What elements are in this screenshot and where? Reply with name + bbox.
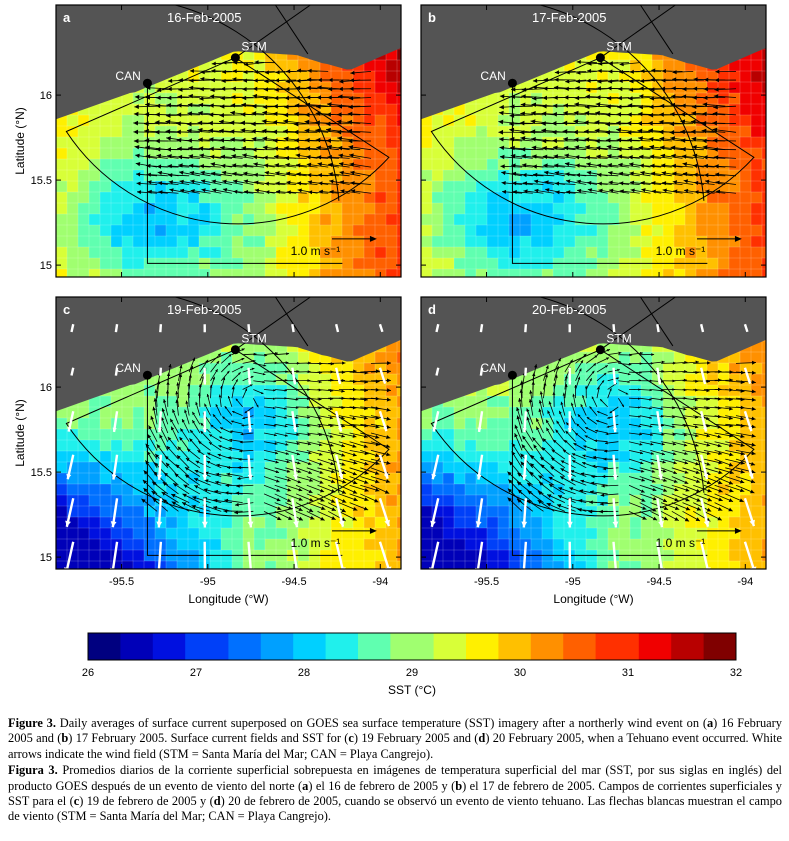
scale-label: 1.0 m s⁻¹	[291, 536, 341, 550]
colorbar-tick-label: 30	[514, 667, 526, 679]
y-tick-label: 15.5	[31, 175, 52, 187]
colorbar-tick-label: 26	[82, 667, 94, 679]
scale-arrow	[734, 527, 742, 534]
x-tick-label: -95.5	[109, 576, 134, 588]
scale-label: 1.0 m s⁻¹	[656, 536, 706, 550]
y-tick-label: 15	[40, 552, 52, 564]
land-mask	[56, 297, 401, 412]
station-stm-marker	[595, 345, 605, 355]
figure-caption: Figure 3. Daily averages of surface curr…	[8, 716, 782, 826]
panel-d: CAN STM 1.0 m s⁻¹ d 20-Feb-2005 -95.5 -95 -94.5…	[420, 296, 767, 606]
y-tick-label: 16	[40, 90, 52, 102]
x-tick-label: -95	[565, 576, 581, 588]
x-tick-label: -94	[737, 576, 753, 588]
colorbar-tick-label: 31	[622, 667, 634, 679]
y-tick-label: 15.5	[31, 467, 52, 479]
current-arrows	[507, 348, 756, 522]
x-tick-label: -94.5	[282, 576, 307, 588]
x-tick-label: -95	[200, 576, 216, 588]
figure-3: CAN STM 1.0 m s⁻¹ a 16-Feb-2005 16 15.5 15 Latit…	[13, 4, 767, 697]
scale-label: 1.0 m s⁻¹	[656, 244, 706, 258]
panel-frame	[55, 296, 402, 570]
station-can-label: CAN	[115, 361, 140, 375]
station-stm-label: STM	[241, 332, 266, 346]
station-stm-marker	[595, 53, 605, 63]
x-tick-label: -95.5	[474, 576, 499, 588]
y-tick-label: 15	[40, 260, 52, 272]
station-stm-marker	[230, 345, 240, 355]
colorbar-tick-label: 28	[298, 667, 310, 679]
panel-frame	[55, 4, 402, 278]
wind-arrows	[64, 323, 392, 569]
current-arrows	[133, 60, 372, 195]
station-can-label: CAN	[480, 361, 505, 375]
y-tick-label: 16	[40, 382, 52, 394]
station-stm-label: STM	[241, 40, 266, 54]
sst-colorbar: 26 27 28 29 30 31 32 SST (°C)	[82, 632, 742, 697]
panel-frame	[420, 4, 767, 278]
land-mask	[421, 5, 766, 120]
panel-c: CAN STM 1.0 m s⁻¹ c 19-Feb-2005 -95.5 -95 -94.5…	[13, 296, 402, 606]
scale-arrow	[369, 527, 377, 534]
panel-letter: c	[63, 302, 70, 317]
panel-letter: d	[428, 302, 436, 317]
land-mask	[56, 5, 401, 120]
panel-frame	[420, 296, 767, 570]
x-axis-label: Longitude (°W)	[188, 592, 268, 606]
panel-letter: b	[428, 10, 436, 25]
caption-english: Figure 3. Daily averages of surface curr…	[8, 716, 783, 761]
station-can-label: CAN	[480, 69, 505, 83]
current-arrows	[498, 60, 737, 195]
panel-date: 19-Feb-2005	[167, 302, 241, 317]
station-stm-label: STM	[606, 40, 631, 54]
wind-arrows	[429, 323, 757, 569]
colorbar-tick-label: 27	[190, 667, 202, 679]
caption-es-label: Figura 3.	[8, 763, 58, 778]
panel-a: CAN STM 1.0 m s⁻¹ a 16-Feb-2005 16 15.5 15 Latit…	[13, 4, 402, 278]
scale-arrow	[369, 235, 377, 242]
station-stm-label: STM	[606, 332, 631, 346]
station-can-marker	[142, 370, 152, 380]
station-can-marker	[142, 78, 152, 88]
caption-spanish: Figura 3. Promedios diarios de la corrie…	[8, 763, 782, 824]
caption-en-label: Figure 3.	[8, 716, 56, 730]
x-axis-label: Longitude (°W)	[553, 592, 633, 606]
panel-date: 17-Feb-2005	[532, 10, 606, 25]
station-can-marker	[507, 78, 517, 88]
y-axis-label: Latitude (°N)	[13, 107, 27, 175]
colorbar-tick-label: 29	[406, 667, 418, 679]
scale-arrow	[734, 235, 742, 242]
panel-date: 16-Feb-2005	[167, 10, 241, 25]
station-can-label: CAN	[115, 69, 140, 83]
panel-letter: a	[63, 10, 71, 25]
station-stm-marker	[230, 53, 240, 63]
x-tick-label: -94	[372, 576, 388, 588]
current-arrows	[141, 348, 391, 522]
panel-b: CAN STM 1.0 m s⁻¹ b 17-Feb-2005	[420, 4, 767, 278]
colorbar-label: SST (°C)	[388, 683, 436, 697]
scale-label: 1.0 m s⁻¹	[291, 244, 341, 258]
panel-date: 20-Feb-2005	[532, 302, 606, 317]
colorbar-tick-label: 32	[730, 667, 742, 679]
land-mask	[421, 297, 766, 412]
station-can-marker	[507, 370, 517, 380]
y-axis-label: Latitude (°N)	[13, 399, 27, 467]
x-tick-label: -94.5	[647, 576, 672, 588]
